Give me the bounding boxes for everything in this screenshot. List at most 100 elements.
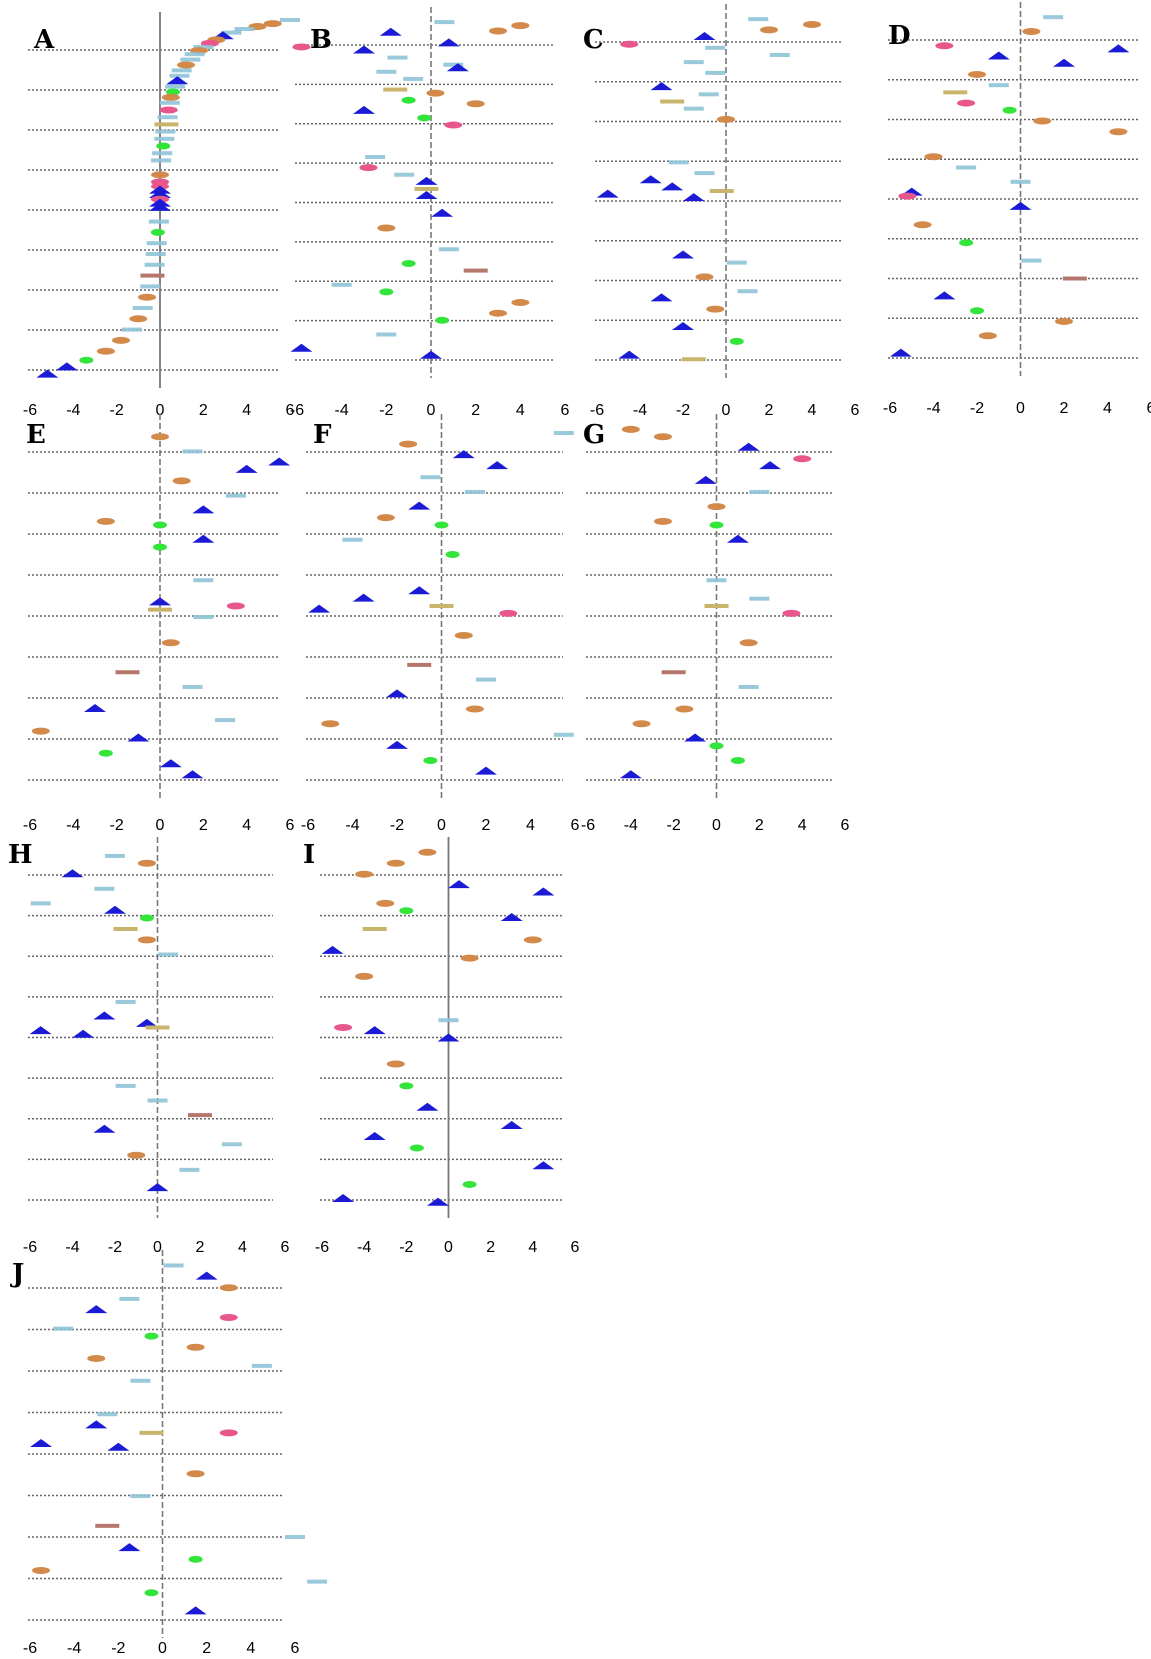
- data-point: [129, 315, 148, 323]
- x-tick-label: -2: [110, 817, 124, 834]
- data-point: [749, 596, 770, 601]
- data-point: [379, 288, 394, 296]
- data-point: [426, 1197, 449, 1206]
- data-point: [219, 1284, 238, 1292]
- data-point: [186, 1470, 205, 1478]
- data-point: [523, 936, 542, 944]
- data-point: [138, 293, 156, 301]
- data-point: [683, 106, 704, 111]
- data-point: [139, 914, 154, 922]
- data-point: [913, 221, 932, 229]
- data-point: [452, 450, 475, 459]
- x-tick-label: 2: [765, 402, 774, 419]
- x-tick-label: 4: [798, 817, 807, 834]
- data-point: [407, 662, 432, 667]
- data-point: [935, 42, 954, 50]
- data-point: [188, 1555, 203, 1563]
- data-point: [377, 224, 396, 232]
- data-point: [158, 952, 179, 957]
- data-point: [139, 1430, 164, 1435]
- x-tick-label: -2: [970, 400, 984, 417]
- data-point: [399, 907, 414, 915]
- data-point: [84, 704, 106, 713]
- data-point: [706, 578, 727, 583]
- data-point: [169, 73, 190, 78]
- data-point: [140, 273, 165, 278]
- data-point: [403, 76, 424, 81]
- data-point: [193, 615, 214, 620]
- data-point: [159, 100, 180, 105]
- data-point: [401, 96, 416, 104]
- data-point: [321, 720, 340, 728]
- data-point: [705, 45, 726, 50]
- x-tick-label: -4: [926, 400, 940, 417]
- data-point: [193, 45, 214, 49]
- data-point: [166, 76, 189, 85]
- data-point: [113, 926, 138, 931]
- data-point: [151, 433, 169, 441]
- data-point: [376, 332, 397, 337]
- data-point: [149, 198, 171, 207]
- data-point: [726, 534, 749, 543]
- data-point: [353, 105, 375, 114]
- data-point: [93, 1124, 116, 1133]
- data-point: [221, 30, 242, 35]
- data-point: [511, 299, 530, 307]
- data-point: [225, 493, 246, 498]
- x-tick-label: 0: [427, 402, 436, 419]
- data-point: [280, 18, 300, 22]
- data-point: [408, 586, 431, 595]
- panel-letter: A: [33, 25, 55, 55]
- data-point: [72, 1029, 95, 1038]
- data-point: [1021, 258, 1042, 263]
- data-point: [85, 1305, 108, 1314]
- data-point: [443, 62, 464, 67]
- data-point: [159, 759, 182, 768]
- data-point: [268, 457, 291, 466]
- data-point: [684, 733, 707, 742]
- data-point: [943, 90, 968, 95]
- data-point: [454, 631, 473, 639]
- data-point: [445, 550, 460, 558]
- data-point: [251, 1363, 272, 1368]
- x-tick-label: 0: [1016, 400, 1025, 417]
- data-point: [420, 350, 442, 359]
- x-tick-label: -4: [345, 817, 359, 834]
- x-tick-label: -6: [23, 1640, 37, 1657]
- data-point: [130, 1494, 151, 1499]
- data-point: [332, 1194, 355, 1203]
- data-point: [146, 241, 167, 246]
- data-point: [61, 869, 84, 878]
- data-point: [93, 1011, 116, 1020]
- data-point: [423, 757, 438, 765]
- data-point: [956, 165, 977, 170]
- data-point: [195, 1271, 218, 1280]
- data-point: [151, 171, 169, 179]
- data-point: [31, 727, 50, 735]
- data-point: [668, 160, 689, 165]
- data-point: [383, 87, 408, 92]
- data-point: [321, 945, 344, 954]
- data-point: [401, 260, 416, 267]
- x-tick-label: 4: [238, 1239, 247, 1256]
- data-point: [135, 1018, 158, 1027]
- data-point: [186, 1343, 205, 1351]
- panel-a: -6 -4 -2 0 2 4 6 A: [23, 12, 300, 419]
- data-point: [55, 362, 78, 371]
- data-point: [115, 670, 140, 675]
- data-point: [416, 1102, 439, 1111]
- data-point: [151, 158, 172, 163]
- data-point: [157, 115, 178, 120]
- x-tick-label: -6: [23, 817, 37, 834]
- data-point: [140, 284, 161, 289]
- data-point: [285, 1535, 305, 1539]
- data-point: [726, 260, 747, 265]
- panel-letter: J: [10, 1259, 24, 1289]
- panel-letter: I: [303, 840, 315, 870]
- data-point: [706, 305, 725, 313]
- data-point: [219, 1314, 238, 1322]
- x-tick-label: -2: [390, 817, 404, 834]
- data-point: [444, 121, 463, 129]
- data-point: [177, 61, 195, 69]
- data-point: [729, 337, 744, 345]
